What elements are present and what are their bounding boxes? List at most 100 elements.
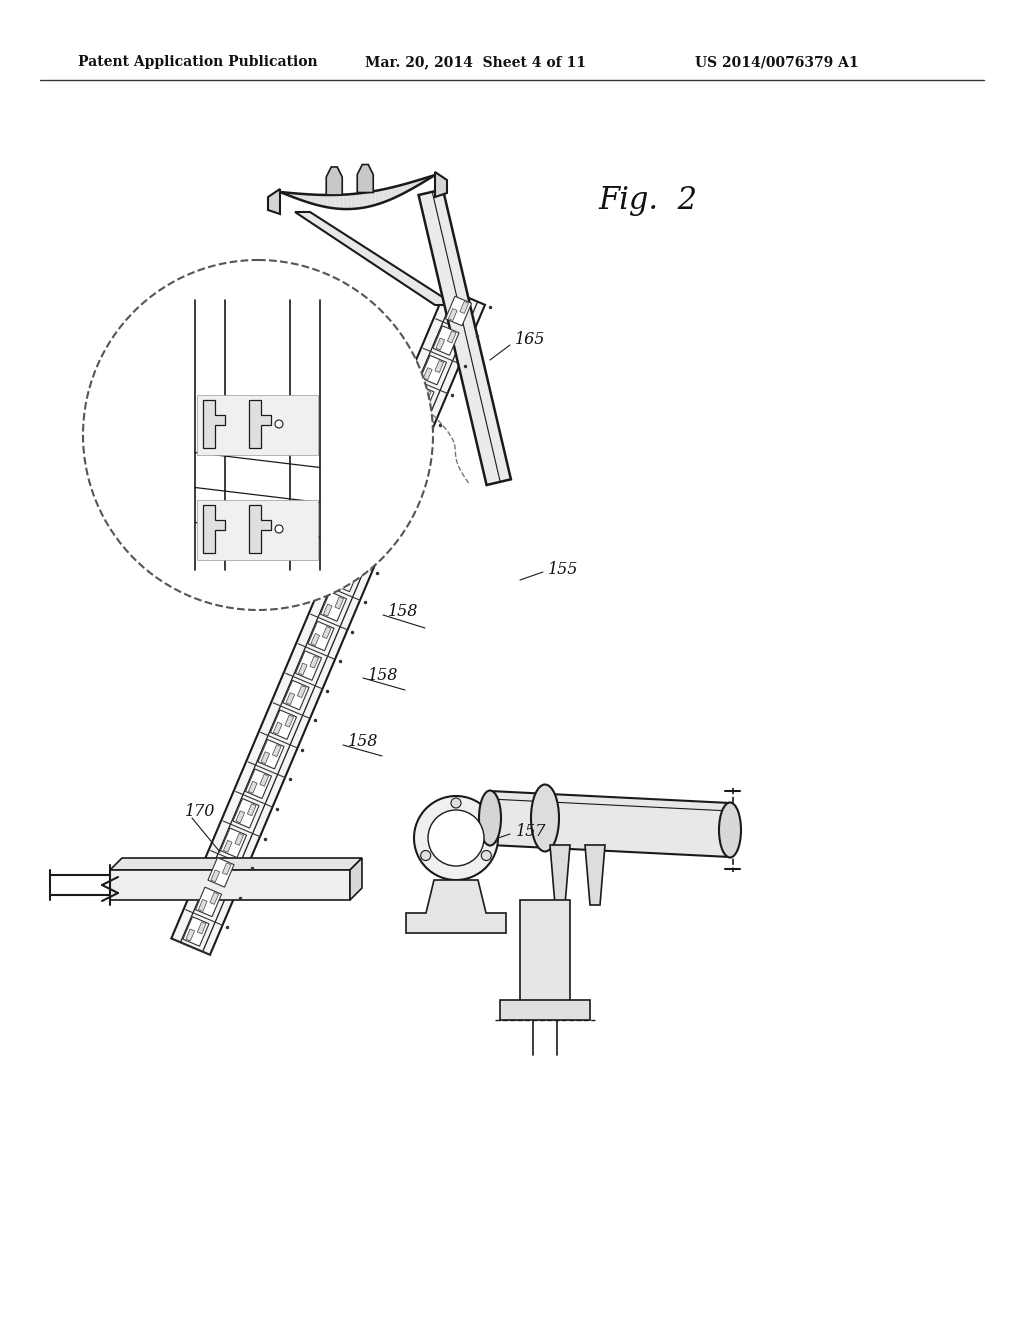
Circle shape bbox=[421, 850, 431, 861]
Polygon shape bbox=[260, 775, 268, 787]
Circle shape bbox=[451, 799, 461, 808]
Polygon shape bbox=[411, 397, 420, 409]
Polygon shape bbox=[395, 186, 399, 198]
Polygon shape bbox=[399, 185, 403, 195]
Polygon shape bbox=[110, 870, 350, 900]
Polygon shape bbox=[412, 181, 415, 189]
Polygon shape bbox=[223, 841, 232, 853]
Ellipse shape bbox=[479, 791, 501, 846]
Polygon shape bbox=[347, 194, 351, 209]
Polygon shape bbox=[427, 177, 431, 180]
Polygon shape bbox=[328, 195, 332, 209]
Polygon shape bbox=[284, 193, 288, 195]
Polygon shape bbox=[268, 189, 280, 214]
Text: US 2014/0076379 A1: US 2014/0076379 A1 bbox=[695, 55, 859, 69]
Polygon shape bbox=[319, 195, 324, 206]
Ellipse shape bbox=[719, 803, 741, 858]
Text: 165: 165 bbox=[515, 331, 546, 348]
Polygon shape bbox=[234, 833, 244, 845]
Polygon shape bbox=[408, 182, 412, 191]
Polygon shape bbox=[345, 533, 372, 562]
Polygon shape bbox=[387, 187, 391, 201]
Polygon shape bbox=[435, 172, 447, 197]
Polygon shape bbox=[391, 186, 395, 199]
Polygon shape bbox=[203, 506, 225, 553]
Polygon shape bbox=[210, 892, 218, 904]
Polygon shape bbox=[355, 193, 359, 209]
Polygon shape bbox=[261, 751, 269, 764]
Circle shape bbox=[275, 525, 283, 533]
Polygon shape bbox=[550, 845, 570, 906]
Polygon shape bbox=[308, 194, 311, 203]
Polygon shape bbox=[406, 880, 506, 933]
Polygon shape bbox=[246, 770, 271, 799]
Polygon shape bbox=[258, 739, 284, 770]
Polygon shape bbox=[336, 574, 345, 586]
Text: 158: 158 bbox=[368, 667, 398, 684]
Polygon shape bbox=[422, 391, 431, 403]
Polygon shape bbox=[311, 194, 315, 205]
Polygon shape bbox=[347, 568, 356, 579]
Text: 158: 158 bbox=[348, 734, 379, 751]
Polygon shape bbox=[211, 870, 219, 882]
Circle shape bbox=[83, 260, 433, 610]
Polygon shape bbox=[419, 178, 423, 185]
Polygon shape bbox=[323, 627, 331, 639]
Polygon shape bbox=[374, 486, 382, 498]
Polygon shape bbox=[310, 656, 318, 668]
Text: 158: 158 bbox=[388, 603, 419, 620]
Polygon shape bbox=[359, 193, 364, 209]
Polygon shape bbox=[368, 191, 372, 207]
Polygon shape bbox=[376, 190, 379, 205]
Polygon shape bbox=[379, 189, 383, 203]
Polygon shape bbox=[288, 193, 292, 197]
Polygon shape bbox=[445, 296, 471, 326]
Text: 158: 158 bbox=[358, 409, 388, 426]
Polygon shape bbox=[336, 195, 340, 209]
Polygon shape bbox=[270, 710, 297, 739]
Polygon shape bbox=[280, 191, 284, 194]
Text: 157: 157 bbox=[516, 824, 547, 841]
Text: 155: 155 bbox=[548, 561, 579, 578]
Polygon shape bbox=[386, 457, 394, 469]
Polygon shape bbox=[249, 781, 257, 793]
Polygon shape bbox=[333, 562, 359, 591]
Polygon shape bbox=[304, 194, 308, 202]
Polygon shape bbox=[292, 193, 296, 198]
Polygon shape bbox=[283, 680, 309, 710]
Polygon shape bbox=[171, 289, 485, 954]
Polygon shape bbox=[408, 385, 434, 414]
Polygon shape bbox=[324, 195, 328, 207]
Polygon shape bbox=[296, 194, 300, 199]
Polygon shape bbox=[315, 195, 319, 206]
Circle shape bbox=[275, 420, 283, 428]
Polygon shape bbox=[423, 368, 432, 380]
Polygon shape bbox=[186, 929, 195, 941]
Polygon shape bbox=[372, 191, 376, 206]
Polygon shape bbox=[232, 799, 259, 828]
Polygon shape bbox=[449, 309, 457, 321]
Polygon shape bbox=[358, 503, 384, 532]
Polygon shape bbox=[332, 195, 336, 209]
Polygon shape bbox=[436, 338, 444, 350]
Text: Patent Application Publication: Patent Application Publication bbox=[78, 55, 317, 69]
Polygon shape bbox=[364, 193, 368, 207]
Polygon shape bbox=[383, 189, 387, 202]
Polygon shape bbox=[203, 400, 225, 447]
Polygon shape bbox=[423, 177, 427, 182]
Polygon shape bbox=[490, 791, 730, 857]
Polygon shape bbox=[351, 194, 355, 209]
Polygon shape bbox=[249, 506, 271, 553]
Polygon shape bbox=[236, 810, 245, 822]
Polygon shape bbox=[403, 183, 408, 194]
Circle shape bbox=[414, 796, 498, 880]
Polygon shape bbox=[196, 887, 221, 916]
Polygon shape bbox=[383, 444, 409, 474]
Polygon shape bbox=[272, 744, 281, 756]
Polygon shape bbox=[335, 597, 344, 609]
Polygon shape bbox=[248, 804, 256, 816]
Polygon shape bbox=[308, 622, 334, 651]
Polygon shape bbox=[419, 189, 511, 484]
Polygon shape bbox=[273, 722, 282, 734]
Polygon shape bbox=[285, 715, 294, 727]
